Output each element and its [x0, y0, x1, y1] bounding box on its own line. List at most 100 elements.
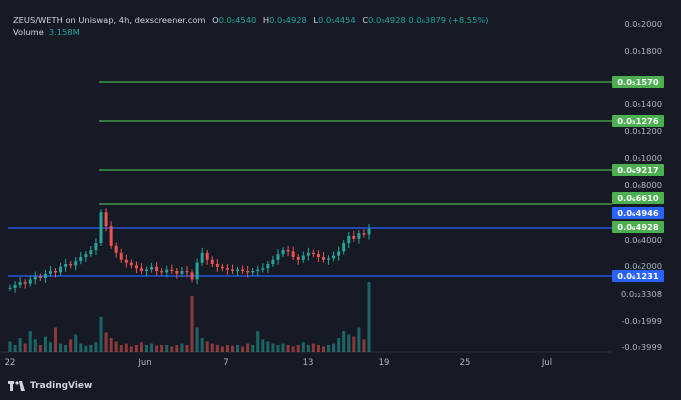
candle-body	[18, 282, 22, 285]
volume-bar	[124, 343, 128, 352]
volume-bar	[306, 345, 310, 352]
y-axis-label: 0.0₅1800	[624, 46, 662, 56]
candle-body	[296, 257, 300, 260]
level-tag-4946: 0.0₆4946	[612, 207, 664, 219]
y-axis-label: -0.0₇1999	[621, 316, 662, 326]
volume-bar	[119, 345, 123, 352]
y-axis-label: 0.0₅2000	[624, 19, 662, 29]
volume-bar	[104, 332, 108, 352]
candle-body	[150, 266, 154, 270]
candle-body	[357, 233, 361, 239]
volume-bar	[48, 342, 52, 352]
candle-body	[165, 269, 169, 273]
candle-body	[145, 269, 149, 271]
volume-bar	[54, 327, 58, 352]
volume-bar	[195, 327, 199, 352]
candle-body	[54, 271, 58, 273]
volume-value: 3.158M	[48, 27, 80, 37]
candle-body	[261, 268, 265, 270]
volume-bar	[210, 343, 214, 352]
volume-bar	[64, 345, 68, 352]
candle-body	[327, 258, 331, 260]
volume-label: Volume	[13, 27, 44, 37]
volume-bar	[89, 345, 93, 352]
volume-bar	[13, 345, 17, 352]
volume-bar	[357, 327, 361, 352]
volume-bar	[160, 345, 164, 352]
close-value: 0.0₅4928	[368, 15, 406, 25]
y-axis-label: -0.0₇3999	[621, 342, 662, 352]
candle-body	[316, 254, 320, 257]
candle-body	[347, 236, 351, 243]
volume-bar	[321, 346, 325, 352]
volume-bar	[18, 338, 22, 352]
candle-body	[210, 259, 214, 264]
tradingview-icon	[8, 381, 25, 391]
volume-bar	[276, 345, 280, 352]
candle-body	[185, 271, 189, 273]
candle-body	[276, 254, 280, 260]
volume-bar	[79, 343, 83, 352]
candle-body	[337, 251, 341, 256]
candle-body	[69, 264, 73, 266]
level-tag-6610: 0.0₆6610	[612, 192, 664, 204]
y-axis-label: 0.0₅1400	[624, 99, 662, 109]
candle-body	[205, 252, 209, 260]
volume-bar	[296, 345, 300, 352]
y-axis-label: 0.0₂₂3308	[621, 289, 662, 299]
volume-bar	[311, 343, 315, 352]
volume-bar	[190, 296, 194, 352]
volume-bar	[236, 345, 240, 352]
volume-bar	[241, 346, 245, 352]
candle-body	[79, 257, 83, 262]
volume-bar	[139, 342, 143, 352]
volume-bar	[220, 346, 224, 352]
volume-bar	[28, 331, 32, 352]
candle-body	[301, 255, 305, 260]
candle-body	[33, 276, 37, 280]
candle-body	[129, 262, 133, 266]
chart-header: ZEUS/WETH on Uniswap, 4h, dexscreener.co…	[13, 15, 489, 25]
volume-bar	[301, 342, 305, 352]
candle-body	[155, 266, 159, 271]
candle-body	[64, 264, 68, 267]
volume-bar	[155, 345, 159, 352]
candle-body	[160, 271, 164, 273]
tradingview-logo[interactable]: TradingView	[8, 381, 92, 391]
candle-body	[134, 265, 138, 269]
candle-body	[99, 212, 103, 243]
candle-body	[352, 236, 356, 239]
volume-bar	[134, 345, 138, 352]
candle-body	[225, 268, 229, 270]
candle-body	[114, 245, 118, 253]
candle-body	[119, 252, 123, 260]
volume-bar	[99, 317, 103, 352]
volume-bar	[337, 338, 341, 352]
volume-bar	[327, 345, 331, 352]
volume-bar	[246, 343, 250, 352]
candle-body	[367, 229, 371, 235]
candle-body	[332, 255, 336, 259]
candle-body	[256, 269, 260, 271]
candle-body	[286, 250, 290, 252]
candle-body	[139, 268, 143, 271]
candle-body	[200, 252, 204, 263]
candle-body	[195, 262, 199, 280]
volume-bar	[23, 343, 27, 352]
volume-bar	[291, 346, 295, 352]
volume-bar	[69, 339, 73, 352]
candle-body	[8, 287, 12, 289]
volume-bar	[129, 346, 133, 352]
pair-title: ZEUS/WETH on Uniswap, 4h, dexscreener.co…	[13, 15, 206, 25]
y-axis-label: 0.0₆4000	[624, 235, 662, 245]
change-value: 0.0₆3879 (+8.55%)	[408, 15, 489, 25]
candle-body	[175, 271, 179, 274]
candle-body	[291, 251, 295, 257]
y-axis-label: 0.0₅1000	[624, 153, 662, 163]
volume-bar	[33, 339, 37, 352]
volume-bar	[281, 343, 285, 352]
candle-body	[251, 271, 255, 273]
candle-body	[342, 243, 346, 252]
candle-body	[59, 266, 63, 273]
